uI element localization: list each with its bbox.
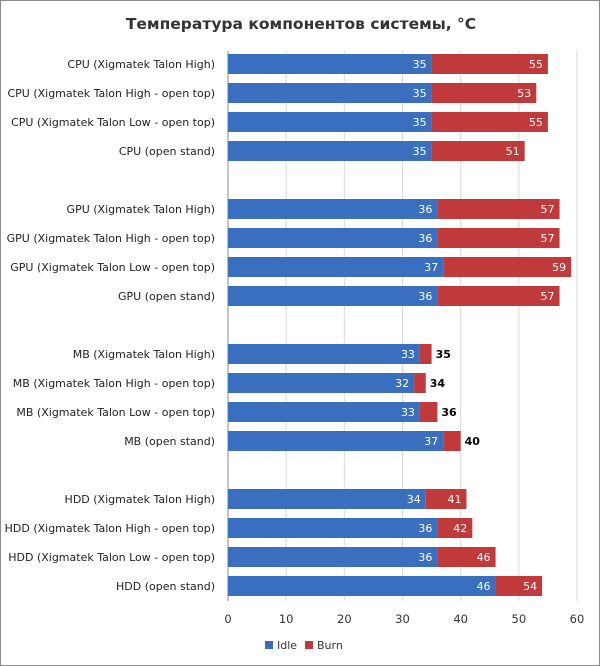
data-label-idle: 33 [401,348,415,361]
legend-label-burn: Burn [317,639,343,652]
data-label-idle: 36 [418,551,432,564]
bar-burn [495,576,543,596]
bar-idle [228,83,432,103]
category-label: MB (open stand) [124,435,215,448]
bar-burn [443,431,461,451]
category-label: MB (Xigmatek Talon High) [73,348,215,361]
category-label: CPU (Xigmatek Talon High - open top) [7,87,215,100]
data-label-burn: 51 [506,145,520,158]
bar-idle [228,547,438,567]
data-label-burn: 35 [436,348,451,361]
data-label-burn: 57 [541,203,555,216]
bar-idle [228,431,444,451]
data-label-idle: 46 [477,580,491,593]
x-tick-label: 20 [337,612,352,626]
bar-idle [228,489,426,509]
bar-burn [425,489,467,509]
data-label-idle: 35 [413,116,427,129]
data-label-idle: 36 [418,290,432,303]
chart-title: Температура компонентов системы, °C [126,15,476,33]
bar-idle [228,344,420,364]
bar-idle [228,141,432,161]
bar-burn [419,344,432,364]
data-label-idle: 36 [418,232,432,245]
category-label: HDD (Xigmatek Talon High - open top) [5,522,215,535]
data-label-idle: 32 [395,377,409,390]
x-tick-label: 10 [279,612,294,626]
bar-burn [431,112,548,132]
bar-burn [437,228,560,248]
x-tick-label: 50 [512,612,527,626]
data-label-burn: 46 [477,551,491,564]
x-tick-label: 30 [395,612,410,626]
bar-idle [228,402,420,422]
category-label: CPU (Xigmatek Talon High) [67,58,215,71]
category-label: GPU (Xigmatek Talon High - open top) [7,232,215,245]
data-label-idle: 36 [418,522,432,535]
data-label-burn: 59 [552,261,566,274]
data-label-idle: 36 [418,203,432,216]
data-label-idle: 37 [424,435,438,448]
data-label-idle: 33 [401,406,415,419]
category-label: HDD (Xigmatek Talon High) [65,493,215,506]
data-label-burn: 41 [447,493,461,506]
bar-idle [228,518,438,538]
category-label: GPU (Xigmatek Talon Low - open top) [10,261,215,274]
data-label-idle: 34 [407,493,421,506]
bar-burn [437,518,473,538]
data-label-burn: 55 [529,58,543,71]
legend-swatch-idle [265,641,273,649]
category-label: CPU (open stand) [119,145,215,158]
bar-idle [228,228,438,248]
data-label-burn: 55 [529,116,543,129]
category-label: GPU (open stand) [118,290,215,303]
legend-swatch-burn [305,641,313,649]
bar-burn [437,286,560,306]
x-tick-label: 0 [224,612,231,626]
category-label: HDD (open stand) [116,580,215,593]
bar-idle [228,286,438,306]
data-label-burn: 54 [523,580,537,593]
bar-burn [431,54,548,74]
x-tick-label: 40 [453,612,468,626]
bar-idle [228,257,444,277]
data-label-idle: 35 [413,145,427,158]
bar-idle [228,373,415,393]
data-label-burn: 34 [430,377,446,390]
bar-idle [228,112,432,132]
category-label: GPU (Xigmatek Talon High) [67,203,215,216]
bar-burn [437,547,496,567]
category-label: MB (Xigmatek Talon Low - open top) [16,406,215,419]
category-label: CPU (Xigmatek Talon Low - open top) [11,116,215,129]
data-label-burn: 53 [517,87,531,100]
data-label-burn: 57 [541,232,555,245]
bar-burn [431,83,537,103]
bar-burn [443,257,572,277]
bar-burn [431,141,525,161]
category-label: HDD (Xigmatek Talon Low - open top) [8,551,215,564]
bar-idle [228,199,438,219]
bar-idle [228,54,432,74]
data-label-burn: 57 [541,290,555,303]
bar-idle [228,576,496,596]
data-label-burn: 42 [453,522,467,535]
bar-burn [437,199,560,219]
x-tick-label: 60 [570,612,585,626]
bar-burn [419,402,438,422]
data-label-idle: 35 [413,87,427,100]
data-label-idle: 37 [424,261,438,274]
data-label-burn: 40 [465,435,481,448]
legend-label-idle: Idle [277,639,297,652]
bar-burn [414,373,426,393]
category-label: MB (Xigmatek Talon High - open top) [13,377,215,390]
data-label-idle: 35 [413,58,427,71]
data-label-burn: 36 [441,406,457,419]
